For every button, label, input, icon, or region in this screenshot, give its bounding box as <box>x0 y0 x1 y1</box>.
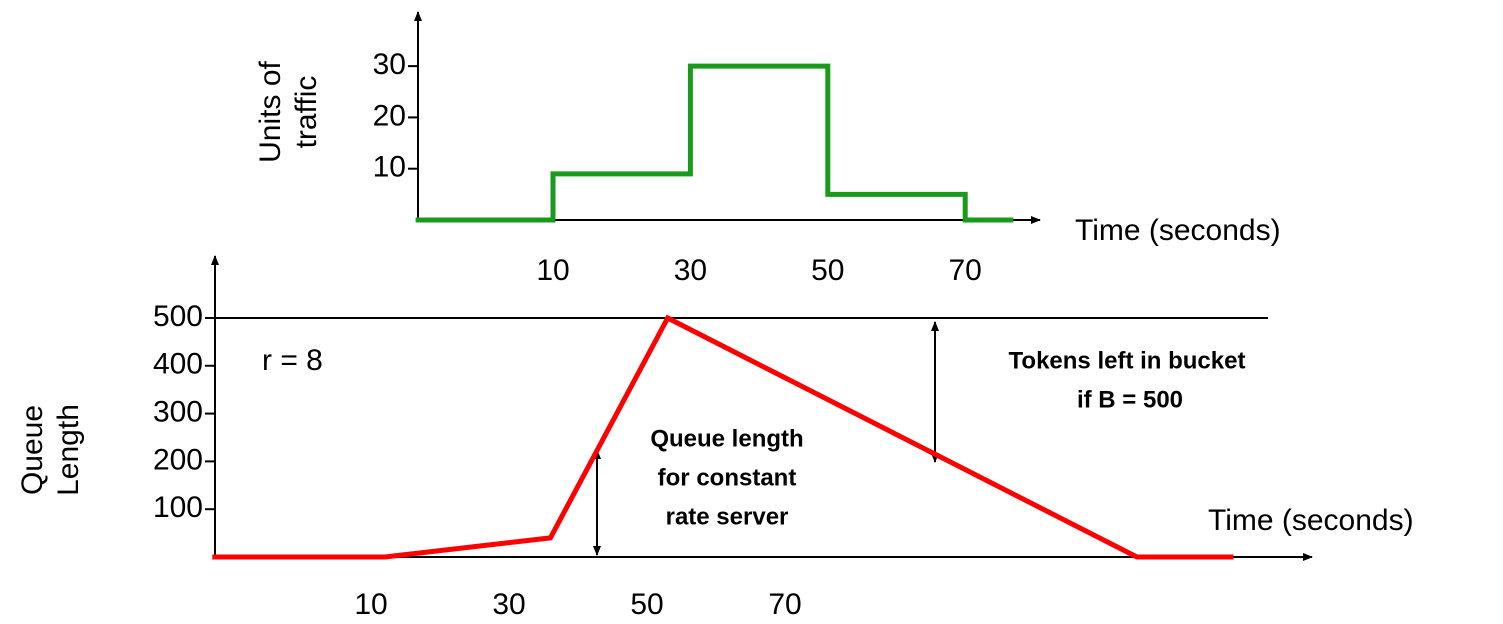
y-axis-label: Queue Length <box>16 404 85 496</box>
y-axis-label-line: Units of <box>254 60 287 162</box>
x-tick-label: 30 <box>674 254 707 287</box>
x-axis-label: Time (seconds) <box>1208 504 1414 537</box>
y-tick-label: 400 <box>153 348 203 381</box>
annotation: rate server <box>666 503 789 530</box>
x-tick-label: 50 <box>630 588 663 621</box>
y-tick-label: 200 <box>153 443 203 476</box>
y-tick-label: 30 <box>373 48 406 81</box>
annotation: Queue length <box>650 425 803 452</box>
data-line <box>415 63 1014 223</box>
data-line <box>212 314 1234 560</box>
y-axis-label-line: Queue <box>16 405 49 495</box>
annotation: r = 8 <box>262 344 323 377</box>
x-tick-label: 70 <box>768 588 801 621</box>
x-tick-label: 70 <box>949 254 982 287</box>
y-tick-label: 500 <box>153 300 203 333</box>
x-tick-label: 10 <box>536 254 569 287</box>
annotation: for constant <box>658 464 797 491</box>
y-axis-label-line: traffic <box>290 76 323 149</box>
annotation: Tokens left in bucket <box>1009 347 1246 374</box>
x-axis-label: Time (seconds) <box>1075 214 1281 247</box>
x-tick-label: 10 <box>354 588 387 621</box>
y-tick-label: 100 <box>153 491 203 524</box>
y-tick-label: 20 <box>373 99 406 132</box>
x-tick-label: 50 <box>811 254 844 287</box>
y-axis-label: Units of traffic <box>254 60 323 162</box>
x-tick-label: 30 <box>492 588 525 621</box>
y-tick-label: 300 <box>153 396 203 429</box>
annotation: if B = 500 <box>1077 386 1183 413</box>
y-tick-label: 10 <box>373 151 406 184</box>
y-axis-label-line: Length <box>52 404 85 496</box>
